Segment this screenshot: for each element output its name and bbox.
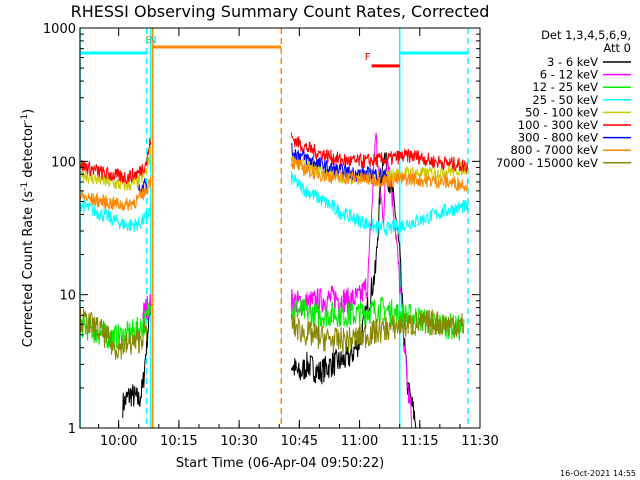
- legend-header-1: Det 1,3,4,5,6,9,: [541, 28, 631, 42]
- legend-entry-8: 7000 - 15000 keV: [496, 156, 598, 170]
- legend-entry-4: 50 - 100 keV: [525, 105, 598, 119]
- annotation-marker-2: F: [365, 52, 371, 63]
- y-tick-label-2: 100: [51, 155, 76, 170]
- series-line-1-segment-1: [290, 132, 413, 429]
- series-line-0-segment-0: [122, 303, 152, 418]
- legend-header-2: Att 0: [603, 41, 631, 55]
- legend-entry-3: 25 - 50 keV: [532, 93, 598, 107]
- legend-entry-5: 100 - 300 keV: [518, 118, 598, 132]
- x-tick-label-3: 10:45: [281, 434, 318, 449]
- series-line-3-segment-1: [290, 170, 469, 237]
- y-axis-label: Corrected Count Rate (s-1 detector-1): [20, 109, 36, 347]
- annotation-marker-1: N: [149, 35, 156, 46]
- plot-frame: [79, 27, 481, 429]
- annotation-marker-0: S: [146, 35, 152, 46]
- plot-area: SN F: [79, 28, 469, 429]
- series-line-7-segment-0: [79, 176, 152, 212]
- series-line-2-segment-0: [79, 302, 152, 351]
- series-line-8-segment-1: [290, 309, 465, 354]
- x-tick-label-1: 10:15: [160, 434, 197, 449]
- chart-title: RHESSI Observing Summary Count Rates, Co…: [71, 2, 490, 21]
- series-line-5-segment-0: [79, 137, 152, 185]
- y-axis-ticks: 1 10 100 1000: [43, 22, 480, 437]
- series-line-5-segment-1: [290, 132, 469, 173]
- timestamp: 16-Oct-2021 14:55: [560, 469, 636, 478]
- series-line-8-segment-0: [79, 307, 148, 360]
- y-tick-label-1: 10: [59, 289, 76, 304]
- y-tick-label-3: 1000: [43, 22, 76, 37]
- series-line-7-segment-1: [290, 157, 469, 192]
- x-tick-label-2: 10:30: [220, 434, 257, 449]
- legend-entry-1: 6 - 12 keV: [540, 68, 598, 82]
- legend-entry-7: 800 - 7000 keV: [510, 143, 598, 157]
- x-tick-label-5: 11:15: [401, 434, 438, 449]
- legend-entry-6: 300 - 800 keV: [518, 131, 598, 145]
- x-tick-label-4: 11:00: [341, 434, 378, 449]
- legend-entry-2: 12 - 25 keV: [532, 80, 598, 94]
- x-tick-label-6: 11:30: [461, 434, 498, 449]
- y-tick-label-0: 1: [68, 422, 76, 437]
- x-tick-label-0: 10:00: [100, 434, 137, 449]
- x-axis-ticks: 10:00 10:15 10:30 10:45 11:00 11:15 11:30: [98, 28, 499, 449]
- series-line-0-segment-1: [290, 152, 417, 429]
- series-line-3-segment-0: [79, 198, 152, 232]
- x-axis-label: Start Time (06-Apr-04 09:50:22): [176, 456, 384, 471]
- legend-entry-0: 3 - 6 keV: [547, 55, 598, 69]
- series-line-4-segment-0: [79, 146, 152, 191]
